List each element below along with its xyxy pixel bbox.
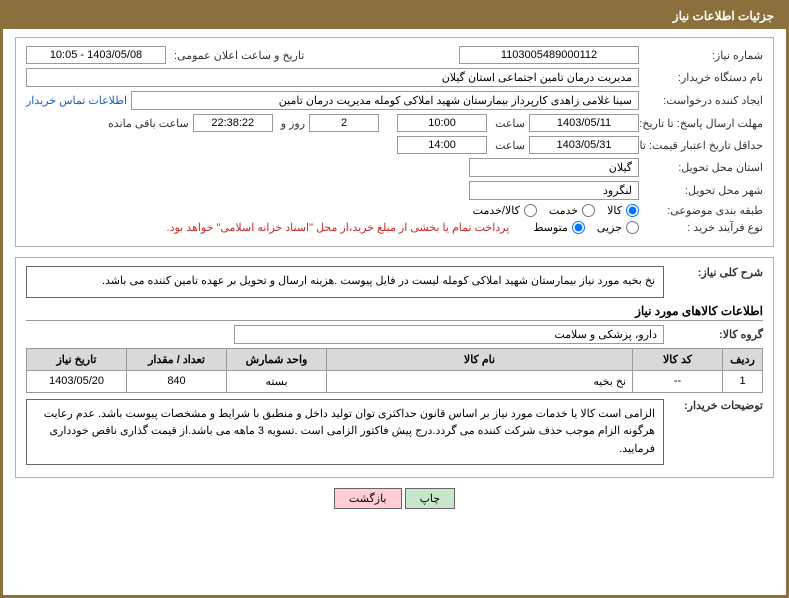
radio-medium-input[interactable] [572, 221, 585, 234]
cell-row: 1 [723, 370, 763, 392]
radio-medium[interactable]: متوسط [533, 221, 585, 234]
time-label-2: ساعت [491, 139, 525, 152]
radio-goods[interactable]: کالا [607, 204, 639, 217]
group-value: دارو، پزشکی و سلامت [234, 325, 664, 344]
th-date: تاریخ نیاز [27, 348, 127, 370]
title-bar: جزئیات اطلاعات نیاز [3, 3, 786, 29]
province-label: استان محل تحویل: [643, 161, 763, 174]
buyer-note-label: توضیحات خریدار: [668, 399, 763, 412]
category-label: طبقه بندی موضوعی: [643, 204, 763, 217]
items-table: ردیف کد کالا نام کالا واحد شمارش تعداد /… [26, 348, 763, 393]
buyer-contact-link[interactable]: اطلاعات تماس خریدار [26, 94, 127, 107]
city-label: شهر محل تحویل: [643, 184, 763, 197]
cell-date: 1403/05/20 [27, 370, 127, 392]
days-remaining: 2 [309, 114, 379, 132]
process-label: نوع فرآیند خرید : [643, 221, 763, 234]
cell-name: نخ بخیه [327, 370, 633, 392]
radio-partial[interactable]: جزیی [597, 221, 639, 234]
time-label-1: ساعت [491, 117, 525, 130]
th-code: کد کالا [633, 348, 723, 370]
need-number-value: 1103005489000112 [459, 46, 639, 64]
buyer-value: مدیریت درمان تامین اجتماعی استان گیلان [26, 68, 639, 87]
validity-date: 1403/05/31 [529, 136, 639, 154]
validity-label: حداقل تاریخ اعتبار قیمت: تا تاریخ: [643, 139, 763, 152]
radio-service-input[interactable] [582, 204, 595, 217]
need-number-label: شماره نیاز: [643, 49, 763, 62]
validity-time: 14:00 [397, 136, 487, 154]
buyer-label: نام دستگاه خریدار: [643, 71, 763, 84]
th-unit: واحد شمارش [227, 348, 327, 370]
radio-service[interactable]: خدمت [549, 204, 595, 217]
announce-label: تاریخ و ساعت اعلان عمومی: [170, 49, 304, 62]
province-value: گیلان [469, 158, 639, 177]
need-info-panel: شماره نیاز: 1103005489000112 تاریخ و ساع… [15, 37, 774, 247]
cell-code: -- [633, 370, 723, 392]
page-title: جزئیات اطلاعات نیاز [673, 9, 774, 23]
description-panel: شرح کلی نیاز: نخ بخیه مورد نیاز بیمارستا… [15, 257, 774, 478]
process-radio-group: جزیی متوسط [533, 221, 639, 234]
city-value: لنگرود [469, 181, 639, 200]
radio-partial-input[interactable] [626, 221, 639, 234]
desc-title-label: شرح کلی نیاز: [668, 266, 763, 279]
payment-note: پرداخت تمام یا بخشی از مبلغ خرید،از محل … [167, 221, 510, 234]
print-button[interactable]: چاپ [405, 488, 456, 509]
desc-text: نخ بخیه مورد نیاز بیمارستان شهید املاکی … [26, 266, 664, 298]
cell-unit: بسته [227, 370, 327, 392]
requester-value: سینا غلامی زاهدی کارپرداز بیمارستان شهید… [131, 91, 639, 110]
radio-goods-input[interactable] [626, 204, 639, 217]
footer-buttons: چاپ بازگشت [15, 488, 774, 509]
requester-label: ایجاد کننده درخواست: [643, 94, 763, 107]
table-row: 1 -- نخ بخیه بسته 840 1403/05/20 [27, 370, 763, 392]
category-radio-group: کالا خدمت کالا/خدمت [26, 204, 639, 217]
radio-goods-service-input[interactable] [524, 204, 537, 217]
back-button[interactable]: بازگشت [334, 488, 402, 509]
days-label: روز و [277, 117, 305, 130]
th-row: ردیف [723, 348, 763, 370]
announce-value: 1403/05/08 - 10:05 [26, 46, 166, 64]
deadline-time: 10:00 [397, 114, 487, 132]
table-header-row: ردیف کد کالا نام کالا واحد شمارش تعداد /… [27, 348, 763, 370]
group-label: گروه کالا: [668, 328, 763, 341]
th-name: نام کالا [327, 348, 633, 370]
buyer-note-text: الزامی است کالا یا خدمات مورد نیاز بر اس… [26, 399, 664, 466]
th-qty: تعداد / مقدار [127, 348, 227, 370]
countdown: 22:38:22 [193, 114, 273, 132]
deadline-label: مهلت ارسال پاسخ: تا تاریخ: [643, 117, 763, 130]
cell-qty: 840 [127, 370, 227, 392]
remaining-label: ساعت باقی مانده [104, 117, 189, 130]
radio-goods-service[interactable]: کالا/خدمت [473, 204, 537, 217]
deadline-date: 1403/05/11 [529, 114, 639, 132]
goods-info-title: اطلاعات کالاهای مورد نیاز [26, 304, 763, 321]
